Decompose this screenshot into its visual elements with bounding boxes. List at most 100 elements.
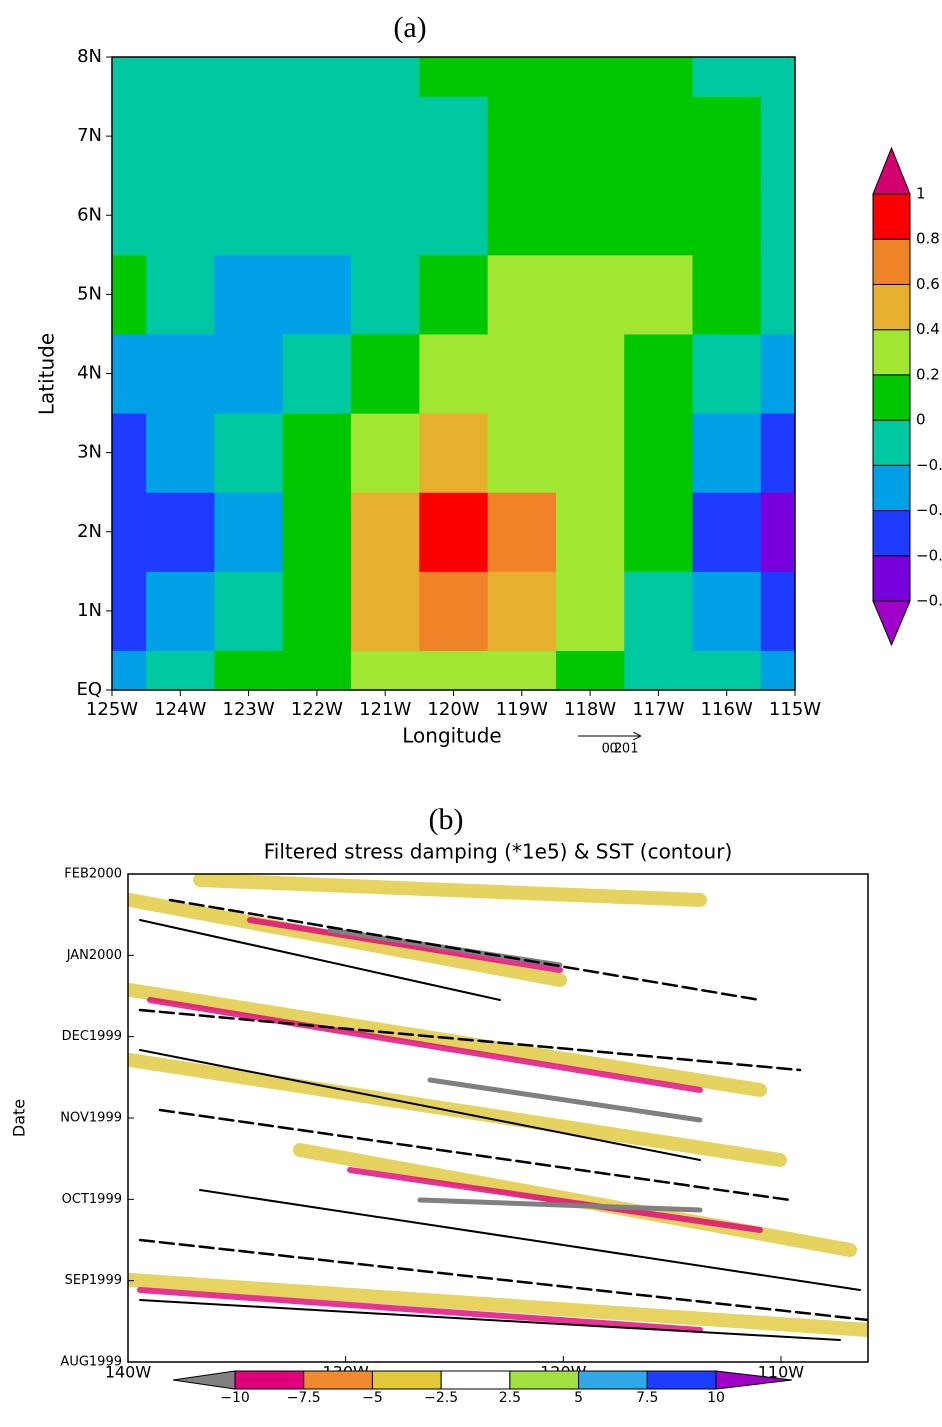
field-cell xyxy=(112,571,147,651)
field-cell xyxy=(146,254,215,335)
field-cell xyxy=(692,492,762,572)
field-cell xyxy=(624,333,694,414)
colorbar-label: 0.8 xyxy=(916,230,940,248)
colorbar-box xyxy=(371,1370,442,1390)
field-cell xyxy=(624,254,694,335)
field-cell xyxy=(555,333,625,414)
field-cell xyxy=(419,492,489,572)
field-cell xyxy=(692,413,762,493)
colorbar-label: 0 xyxy=(916,411,926,429)
colorbar-label: 0.2 xyxy=(916,365,940,383)
field-cell xyxy=(555,96,625,177)
field-cell xyxy=(760,254,796,335)
colorbar-box xyxy=(872,419,911,466)
y-tick-label: DEC1999 xyxy=(62,1029,122,1044)
x-tick-label: 123W xyxy=(223,699,275,720)
colorbar-box xyxy=(872,510,911,557)
field-cell xyxy=(692,650,762,691)
colorbar-box xyxy=(872,374,911,421)
y-tick-label: 1N xyxy=(77,600,102,621)
field-cell xyxy=(760,333,796,414)
field-cell xyxy=(214,96,284,177)
colorbar-end xyxy=(872,600,911,647)
x-tick-label: 125W xyxy=(86,699,138,720)
y-axis-label: Date xyxy=(10,1099,29,1137)
panel-title: (a) xyxy=(393,11,426,44)
field-cell xyxy=(112,96,147,177)
colorbar-label: 5 xyxy=(574,1390,583,1406)
field-cell xyxy=(351,175,420,256)
colorbar-box xyxy=(872,193,911,240)
field-cell xyxy=(214,650,284,691)
field-cell xyxy=(351,254,420,335)
colorbar-box xyxy=(509,1370,580,1390)
field-cell xyxy=(214,492,284,572)
field-cell xyxy=(624,57,694,98)
colorbar-label: 10 xyxy=(707,1390,725,1406)
field-cell xyxy=(419,650,489,691)
field-cell xyxy=(624,413,694,493)
colorbar-box xyxy=(646,1370,717,1390)
vector-scale-label: 0.2 xyxy=(602,742,623,757)
field-cell xyxy=(692,175,762,256)
field-cell xyxy=(214,413,284,493)
y-tick-label: 6N xyxy=(77,204,102,225)
field-cell xyxy=(146,413,215,493)
y-tick-label: 8N xyxy=(77,46,102,67)
x-tick-label: 116W xyxy=(701,699,753,720)
colorbar-label: −2.5 xyxy=(424,1390,458,1406)
field-cell xyxy=(555,57,625,98)
field-cell xyxy=(555,413,625,493)
y-tick-label: JAN2000 xyxy=(66,948,122,963)
field-cell xyxy=(555,254,625,335)
field-cell xyxy=(419,333,489,414)
field-cell xyxy=(351,413,420,493)
field-cell xyxy=(487,650,557,691)
y-axis-label: Latitude xyxy=(35,333,59,415)
field-cell xyxy=(760,96,796,177)
y-tick-label: OCT1999 xyxy=(62,1192,122,1207)
field-cell xyxy=(487,492,557,572)
x-tick-label: 119W xyxy=(496,699,548,720)
field-cell xyxy=(419,571,489,651)
field-cell xyxy=(419,175,489,256)
colorbar-box xyxy=(872,329,911,376)
colorbar-label: 1 xyxy=(916,185,926,203)
field-cell xyxy=(112,254,147,335)
field-cell xyxy=(112,175,147,256)
field-cell xyxy=(214,175,284,256)
field-cell xyxy=(214,254,284,335)
field-cell xyxy=(282,254,352,335)
field-cell xyxy=(146,175,215,256)
x-tick-label: 140W xyxy=(105,1363,152,1382)
field-cell xyxy=(760,57,796,98)
field-cell xyxy=(351,571,420,651)
y-tick-label: 5N xyxy=(77,283,102,304)
y-tick-label: EQ xyxy=(76,679,102,700)
field-cell xyxy=(214,571,284,651)
colorbar-label: −10 xyxy=(220,1390,250,1406)
field-cell xyxy=(760,492,796,572)
x-tick-label: 121W xyxy=(359,699,411,720)
field-cell xyxy=(419,254,489,335)
colorbar-label: −7.5 xyxy=(287,1390,321,1406)
y-tick-label: AUG1999 xyxy=(60,1355,122,1370)
field-cell xyxy=(692,254,762,335)
colorbar-label: 2.5 xyxy=(499,1390,521,1406)
colorbar-label: −0.4 xyxy=(916,501,942,519)
field-cell xyxy=(692,57,762,98)
y-tick-label: FEB2000 xyxy=(64,867,122,882)
colorbar-label: −0.8 xyxy=(916,592,942,610)
field-cell xyxy=(692,571,762,651)
field-cell xyxy=(282,96,352,177)
field-cell xyxy=(624,96,694,177)
field-cell xyxy=(282,57,352,98)
field-cell xyxy=(351,650,420,691)
colorbar-label: 7.5 xyxy=(636,1390,658,1406)
field-cell xyxy=(146,650,215,691)
field-cell xyxy=(555,650,625,691)
field-cell xyxy=(487,96,557,177)
field-cell xyxy=(214,57,284,98)
x-tick-label: 124W xyxy=(154,699,206,720)
field-cell xyxy=(146,96,215,177)
